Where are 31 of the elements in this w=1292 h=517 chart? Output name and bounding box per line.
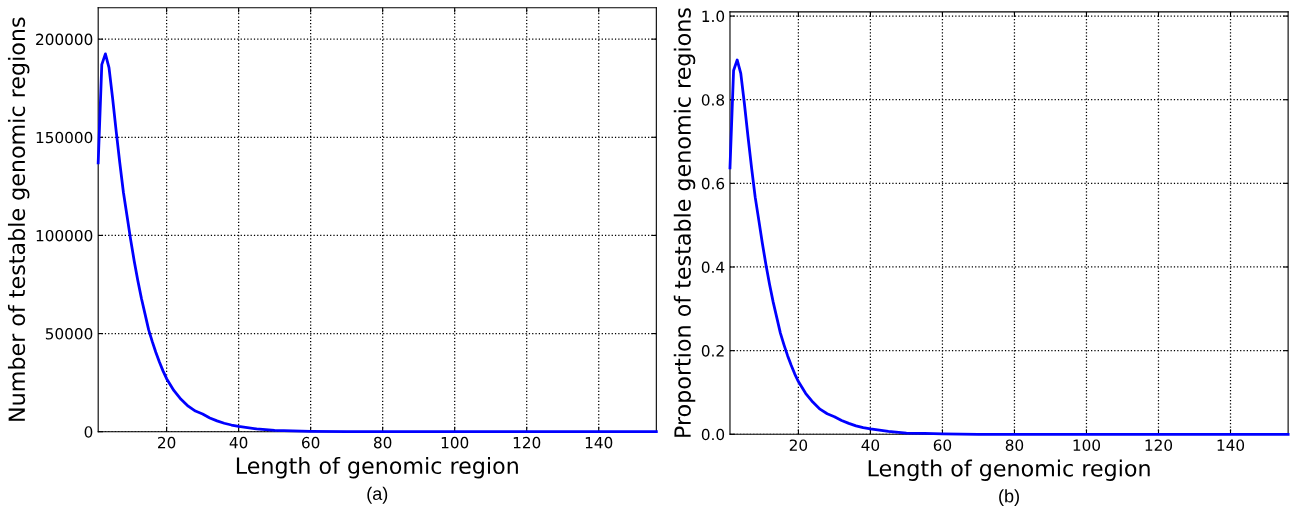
x-tick-label: 100 (1073, 439, 1101, 451)
y-tick-label: 0.0 (701, 428, 725, 441)
x-tick-label: 20 (789, 439, 808, 451)
text: (a) (367, 486, 388, 504)
x-axis-title: Length of genomic region (868, 459, 1150, 481)
y-tick-label: 200000 (36, 33, 93, 46)
y-axis-title: Number of testable genomic regions (7, 17, 30, 421)
x-tick-label: 100 (441, 436, 469, 449)
x-tick-label: 20 (158, 436, 176, 449)
y-tick-label: 100000 (36, 229, 93, 242)
y-tick-label: 0.6 (701, 177, 725, 190)
y-tick-label: 50000 (45, 328, 93, 340)
y-tick-label: 0 (84, 426, 93, 438)
x-tick-label: 40 (861, 439, 880, 451)
y-tick-label: 1.0 (702, 10, 725, 23)
x-tick-label: 60 (301, 436, 320, 449)
x-tick-label: 80 (373, 436, 392, 449)
x-tick-label: 60 (933, 439, 952, 451)
x-tick-label: 120 (513, 436, 541, 449)
x-tick-label: 140 (585, 436, 613, 449)
text: (b) (999, 489, 1019, 507)
x-tick-label: 40 (229, 436, 248, 449)
y-tick-label: 0.8 (701, 94, 725, 106)
y-axis-title: Proportion of testable genomic regions (673, 8, 696, 437)
y-tick-label: 0.2 (701, 345, 724, 357)
x-axis-title: Length of genomic region (236, 456, 518, 479)
x-tick-label: 120 (1145, 439, 1173, 451)
y-tick-label: 0.4 (701, 261, 725, 274)
x-tick-label: 80 (1005, 439, 1024, 451)
y-tick-label: 150000 (36, 131, 93, 144)
x-tick-label: 140 (1217, 439, 1245, 451)
